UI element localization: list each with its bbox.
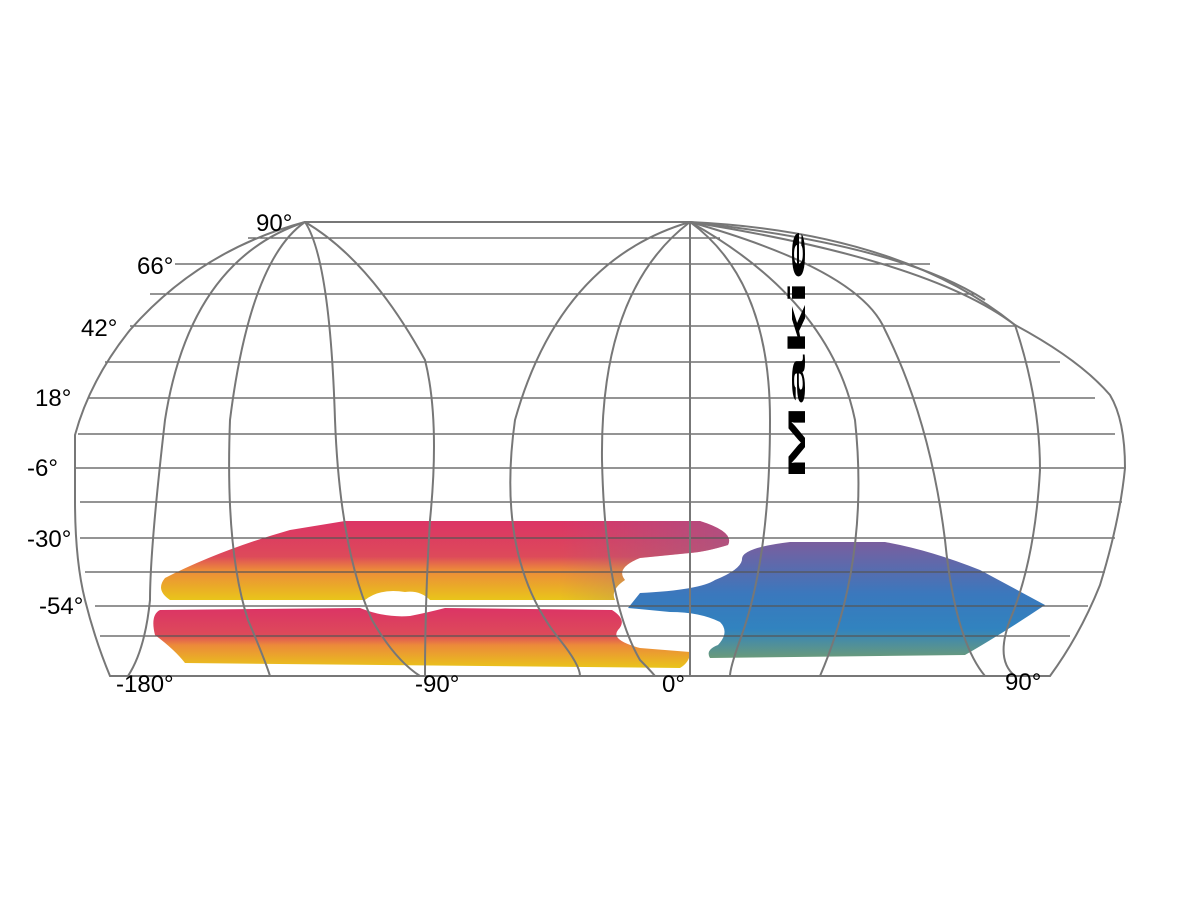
meridian-6	[600, 221, 691, 677]
latitude-labels: 90° 66° 42° 18° -6° -30° -54°	[27, 210, 292, 620]
meridian-2	[228, 221, 306, 677]
lat-label-neg30: -30°	[27, 526, 71, 553]
lat-label-neg6: -6°	[27, 455, 58, 482]
meridian-4	[304, 221, 435, 677]
overlay-left-region-tint	[161, 521, 730, 600]
meridian-8	[689, 221, 772, 677]
lat-label-42: 42°	[81, 315, 117, 342]
meridian-3	[304, 221, 421, 677]
meridian-12	[689, 221, 986, 301]
lon-label-neg90: -90°	[415, 671, 459, 698]
lat-label-neg54: -54°	[39, 593, 83, 620]
makie-logo-text: Makie	[784, 230, 811, 480]
meridian-10	[689, 221, 986, 677]
makie-logo: Makie	[784, 230, 811, 480]
longitude-labels: -180° -90° 0° 90°	[116, 669, 1041, 698]
graticule-meridians	[74, 221, 1127, 677]
lon-label-0: 0°	[662, 671, 685, 698]
lat-label-90: 90°	[256, 210, 292, 237]
meridian-5	[509, 221, 691, 677]
lon-label-90: 90°	[1005, 669, 1041, 696]
lon-label-neg180: -180°	[116, 671, 174, 698]
image-overlay	[153, 521, 1045, 668]
overlay-right-region	[628, 542, 1045, 658]
lat-label-66: 66°	[137, 253, 173, 280]
meridian-1	[127, 221, 306, 677]
lat-label-18: 18°	[35, 385, 71, 412]
meridian-9	[689, 221, 860, 677]
overlay-bottom-left-region	[153, 608, 691, 668]
meridian-11	[689, 221, 1042, 677]
